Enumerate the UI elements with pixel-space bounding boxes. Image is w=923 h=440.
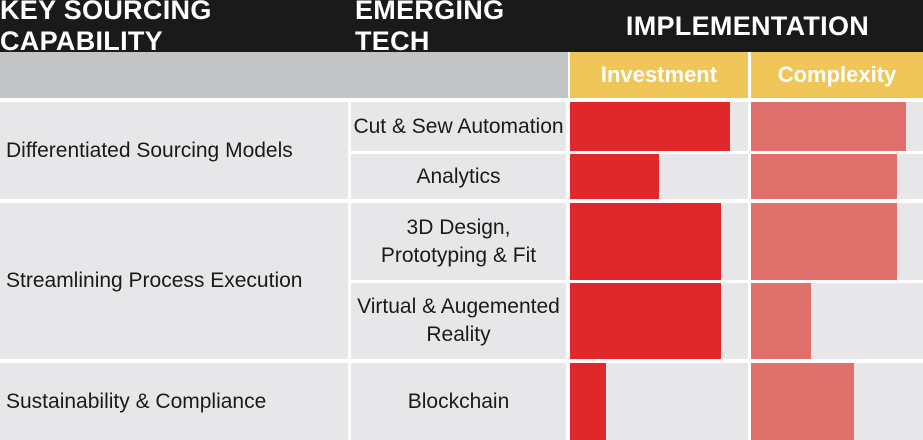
tech-cell: Cut & Sew Automation xyxy=(351,102,566,151)
complexity-bar xyxy=(751,102,906,151)
subheader-investment: Investment xyxy=(570,52,748,98)
investment-bar xyxy=(570,283,721,359)
investment-bar xyxy=(570,154,659,199)
subheader-complexity: Complexity xyxy=(751,52,923,98)
tech-cell: Analytics xyxy=(351,154,566,199)
tech-label-line1: Blockchain xyxy=(407,389,510,413)
subheader-gray xyxy=(0,52,568,98)
tech-cell: Blockchain xyxy=(351,363,566,440)
row-divider xyxy=(570,199,923,203)
group-label: Differentiated Sourcing Models xyxy=(0,102,348,199)
tech-label-line1: 3D Design, xyxy=(406,215,511,239)
tech-label-line1: Virtual & Augemented xyxy=(357,295,560,318)
group-label: Streamlining Process Execution xyxy=(0,203,348,359)
tech-label-line2: Reality xyxy=(426,323,491,346)
group-label: Sustainability & Compliance xyxy=(0,363,348,440)
tech-label-line1: Analytics xyxy=(416,164,501,188)
header-tech: EMERGING TECH xyxy=(355,0,570,56)
investment-bar xyxy=(570,102,730,151)
complexity-bar xyxy=(751,154,897,199)
tech-label-line1: Cut & Sew Automation xyxy=(353,114,564,138)
investment-bar xyxy=(570,363,606,440)
tech-cell: Virtual & Augemented Reality xyxy=(351,283,566,359)
row-divider xyxy=(570,359,923,363)
row-divider xyxy=(570,280,923,283)
complexity-bar xyxy=(751,283,811,359)
header-capability: KEY SOURCING CAPABILITY xyxy=(0,0,300,56)
header-implementation: IMPLEMENTATION xyxy=(572,0,923,52)
tech-cell: 3D Design, Prototyping & Fit xyxy=(351,203,566,280)
complexity-bar xyxy=(751,363,854,440)
tech-label-line2: Prototyping & Fit xyxy=(380,243,537,267)
row-divider xyxy=(570,151,923,154)
complexity-bar xyxy=(751,203,897,280)
investment-bar xyxy=(570,203,721,280)
